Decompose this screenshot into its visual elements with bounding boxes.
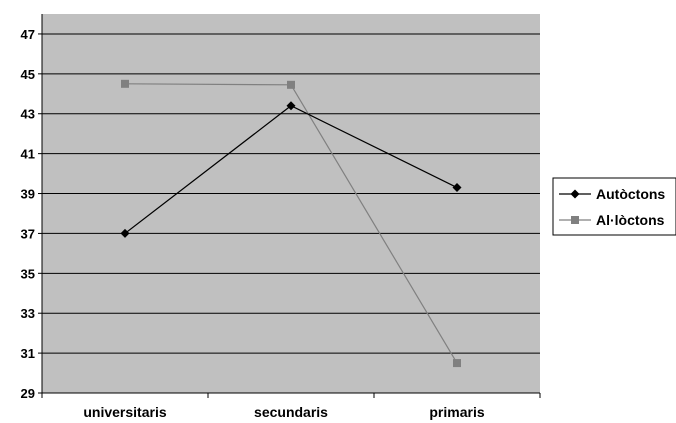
y-tick-label: 33 (21, 306, 35, 321)
y-tick-label: 35 (21, 266, 35, 281)
x-axis-labels: universitaris secundaris primaris (83, 404, 484, 420)
y-tick-label: 43 (21, 107, 35, 122)
legend-item: Autòctons (559, 186, 665, 202)
legend-marker (570, 189, 580, 199)
x-tick-label: universitaris (83, 404, 166, 420)
legend-item: Al·lòctons (559, 212, 665, 228)
legend: Autòctons Al·lòctons (552, 177, 676, 236)
axes (41, 14, 541, 398)
y-tick-label: 45 (21, 67, 35, 82)
y-tick-label: 37 (21, 226, 35, 241)
y-tick-label: 29 (21, 386, 35, 401)
y-tick-label: 31 (21, 346, 35, 361)
legend-label: Al·lòctons (596, 212, 665, 228)
series-2 (121, 79, 461, 368)
series-layer (120, 79, 462, 368)
data-point (287, 80, 295, 89)
y-tick-label: 47 (21, 27, 35, 42)
y-tick-label: 39 (21, 187, 35, 202)
data-point (120, 228, 130, 238)
legend-marker (571, 216, 579, 224)
legend-box (552, 177, 676, 236)
plot-area (42, 14, 540, 393)
data-point (452, 183, 462, 193)
x-tick-label: secundaris (254, 404, 328, 420)
data-point (286, 101, 296, 111)
data-point (453, 359, 461, 368)
series-1 (120, 101, 462, 238)
x-tick-label: primaris (429, 404, 484, 420)
y-tick-label: 41 (21, 147, 35, 162)
data-point (121, 79, 129, 88)
legend-label: Autòctons (596, 186, 665, 202)
y-axis-ticks: 29 31 33 35 37 39 41 43 45 47 (21, 27, 42, 401)
